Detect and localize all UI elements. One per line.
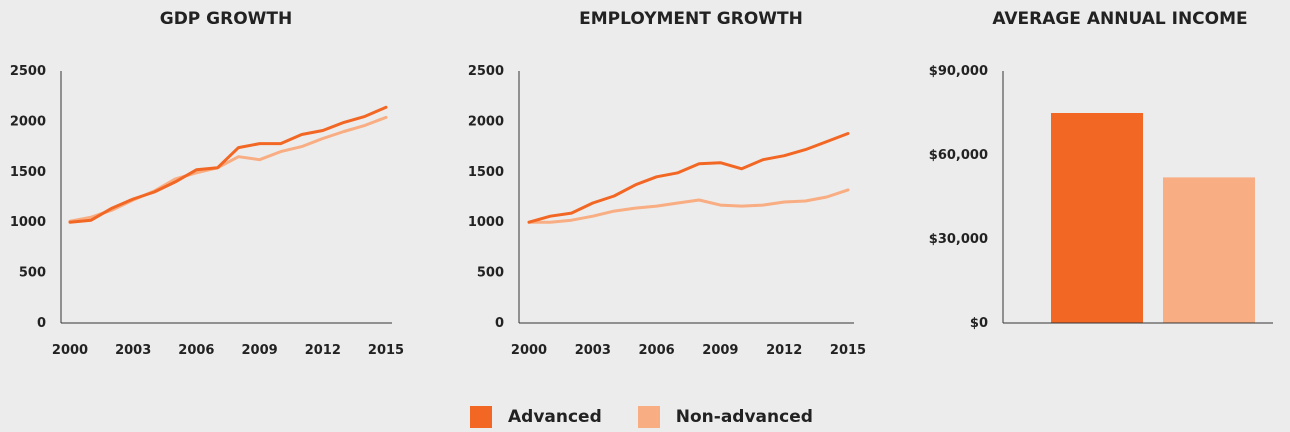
legend-label-advanced: Advanced [508, 407, 602, 427]
legend-item-non-advanced: Non-advanced [637, 406, 813, 428]
employment-y-tick-label: 2000 [468, 114, 504, 129]
legend-label-non-advanced: Non-advanced [675, 407, 813, 427]
employment-advanced-line [527, 132, 850, 224]
gdp-advanced-line [68, 105, 388, 224]
employment-y-tick-label: 0 [495, 316, 504, 331]
income-y-tick-label: $60,000 [929, 148, 988, 163]
income-chart-title: AVERAGE ANNUAL INCOME [992, 9, 1247, 29]
income-y-tick-label: $30,000 [929, 232, 988, 247]
gdp-y-tick-label: 2000 [10, 114, 46, 129]
employment-y-tick-label: 1500 [468, 165, 504, 180]
income-bar-non-advanced [1163, 177, 1255, 323]
legend-swatch-advanced [470, 406, 492, 428]
employment-y-tick-label: 500 [477, 266, 504, 281]
income-y-tick-label: $90,000 [929, 64, 988, 79]
gdp-x-tick-label: 2006 [178, 343, 214, 358]
gdp-x-tick-label: 2012 [305, 343, 341, 358]
employment-x-tick-label: 2012 [766, 343, 802, 358]
employment-x-tick-label: 2015 [830, 343, 866, 358]
gdp-y-tick-label: 0 [37, 316, 46, 331]
charts-canvas: GDP GROWTH EMPLOYMENT GROWTH AVERAGE ANN… [10, 9, 1273, 358]
employment-y-tick-label: 2500 [468, 64, 504, 79]
employment-x-tick-label: 2003 [575, 343, 611, 358]
employment-x-tick-label: 2000 [511, 343, 547, 358]
gdp-y-tick-label: 1500 [10, 165, 46, 180]
employment-y-tick-label: 1000 [468, 215, 504, 230]
employment-x-tick-label: 2006 [639, 343, 675, 358]
employment-x-tick-label: 2009 [702, 343, 738, 358]
income-y-tick-label: $0 [970, 316, 988, 331]
legend-swatch-non-advanced [637, 406, 660, 428]
legend: Advanced Non-advanced [470, 404, 849, 430]
gdp-x-tick-label: 2009 [242, 343, 278, 358]
gdp-x-tick-label: 2003 [115, 343, 151, 358]
employment-chart-title: EMPLOYMENT GROWTH [579, 9, 803, 29]
income-bar-advanced [1051, 113, 1143, 323]
legend-item-advanced: Advanced [470, 406, 602, 428]
gdp-y-tick-label: 1000 [10, 215, 46, 230]
gdp-x-tick-label: 2000 [52, 343, 88, 358]
gdp-y-tick-label: 2500 [10, 64, 46, 79]
gdp-y-tick-label: 500 [19, 266, 46, 281]
gdp-x-tick-label: 2015 [368, 343, 404, 358]
employment-non-advanced-line [527, 188, 850, 224]
gdp-chart-title: GDP GROWTH [160, 9, 293, 29]
